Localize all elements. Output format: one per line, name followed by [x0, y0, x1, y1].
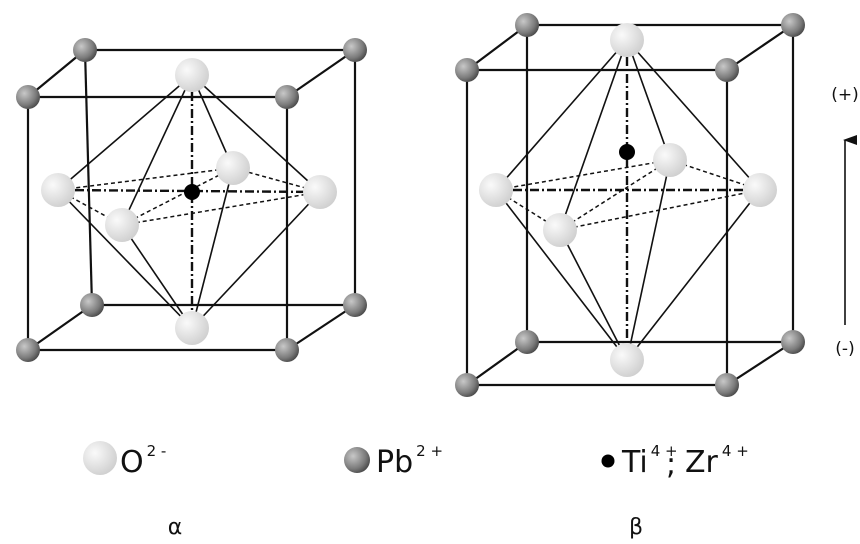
structures: [16, 13, 805, 397]
octahedron-dashed: [58, 168, 233, 190]
octahedron-edge: [122, 225, 192, 328]
pb-atom: [455, 373, 479, 397]
charge: 2 -: [147, 442, 167, 460]
pb-atom: [16, 85, 40, 109]
o-atom: [175, 58, 209, 92]
pb-atom: [343, 38, 367, 62]
cube-edge: [287, 305, 355, 350]
negative-label: (-): [835, 339, 854, 359]
diagram: (+) (-) O2 - Pb2 + Ti 4 + ; Zr4 + α β: [0, 0, 860, 544]
pb-atom: [781, 13, 805, 37]
octahedron-edge: [627, 40, 670, 160]
legend-ti-icon: [602, 455, 615, 468]
o-atom: [105, 208, 139, 242]
o-atom: [216, 151, 250, 185]
legend-o-icon: [83, 441, 117, 475]
charge: 2 +: [416, 442, 443, 460]
pb-atom: [515, 330, 539, 354]
pb-atom: [781, 330, 805, 354]
cube-edge: [287, 50, 355, 97]
octahedron-edge: [496, 40, 627, 190]
o-atom: [610, 343, 644, 377]
charge: 4 +: [722, 442, 749, 460]
ti-atom: [184, 184, 200, 200]
pb-atom: [275, 85, 299, 109]
positive-label: (+): [831, 85, 859, 105]
pb-atom: [275, 338, 299, 362]
octahedron-edge: [560, 230, 627, 360]
o-atom: [303, 175, 337, 209]
symbol: O: [120, 445, 144, 480]
octahedron-dashed: [560, 160, 670, 230]
pb-atom: [515, 13, 539, 37]
o-atom: [743, 173, 777, 207]
pb-atom: [455, 58, 479, 82]
pb-atom: [715, 373, 739, 397]
pb-atom: [715, 58, 739, 82]
octahedron-edge: [560, 40, 627, 230]
ti-atom: [619, 144, 635, 160]
panel-label: α: [168, 515, 183, 540]
octahedron-edge: [192, 192, 320, 328]
symbol: Ti: [621, 445, 648, 480]
pb-atom: [343, 293, 367, 317]
separator: ;: [666, 447, 676, 482]
o-atom: [175, 311, 209, 345]
symbol: Pb: [376, 445, 413, 480]
o-atom: [543, 213, 577, 247]
o-atom: [610, 23, 644, 57]
o-atom: [41, 173, 75, 207]
octahedron-edge: [58, 75, 192, 190]
o-atom: [653, 143, 687, 177]
o-atom: [479, 173, 513, 207]
panel-label: β: [629, 515, 643, 540]
octahedron-dashed: [122, 192, 320, 225]
pb-atom: [80, 293, 104, 317]
pb-atom: [73, 38, 97, 62]
legend-pb-icon: [344, 447, 370, 473]
octahedron-edge: [627, 190, 760, 360]
pb-atom: [16, 338, 40, 362]
symbol: Zr: [685, 445, 719, 480]
cube-edge: [85, 50, 92, 305]
